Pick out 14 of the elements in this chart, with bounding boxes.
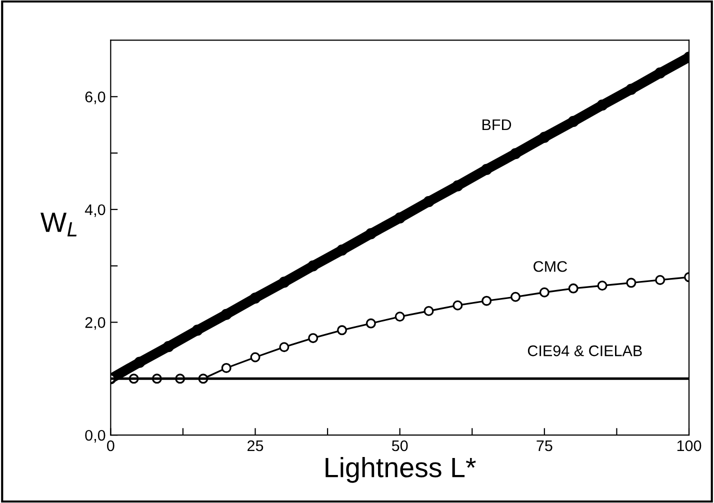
y-tick-label: 4,0	[84, 204, 106, 217]
x-axis-title: Lightness L*	[326, 456, 476, 483]
series-label: CMC	[534, 261, 568, 272]
series-label: CIE94 & CIELAB	[528, 345, 642, 356]
y-tick-label: 6,0	[85, 92, 106, 104]
x-tick-label: 50	[392, 440, 408, 452]
x-tick-label: 25	[248, 440, 264, 452]
x-tick-label: 100	[677, 440, 702, 452]
series-label: BFD	[482, 120, 512, 130]
y-tick-label: 0,0	[85, 430, 106, 443]
x-tick-label: 0	[107, 440, 114, 452]
x-tick-label: 75	[536, 440, 552, 452]
y-tick-label: 2,0	[85, 317, 106, 330]
y-axis-title: W$_{L}$	[40, 212, 77, 236]
